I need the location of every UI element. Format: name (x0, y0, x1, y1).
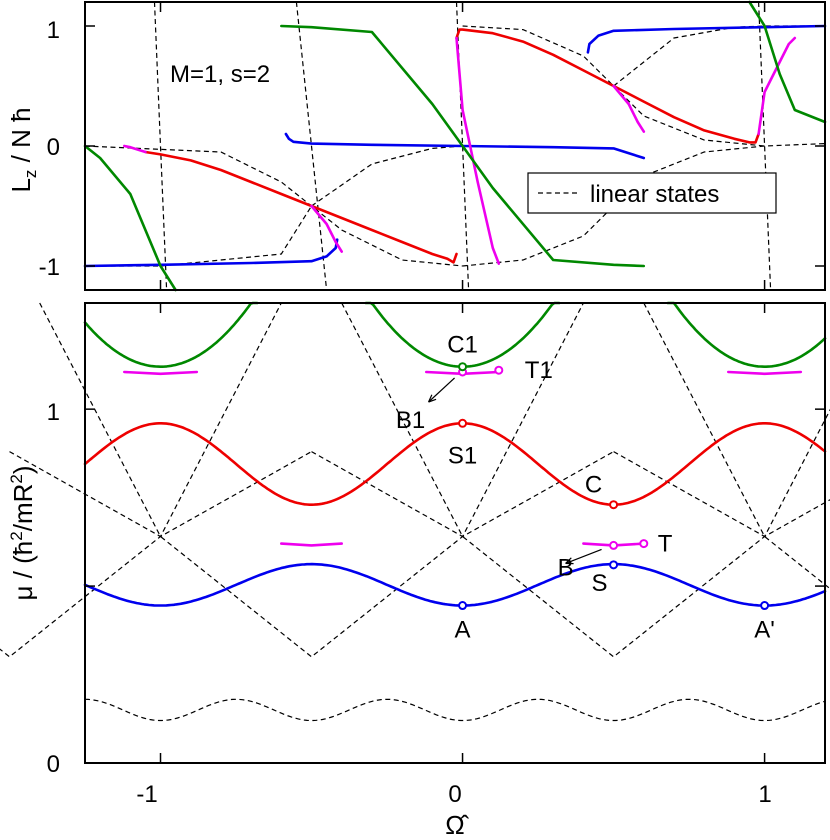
point-label-8: T1 (525, 357, 553, 384)
bottom-linear-state-w5 (311, 451, 614, 538)
top-series-2-segment-3 (612, 84, 646, 133)
top-ytick-label-0: 0 (47, 134, 60, 161)
top-series-2-segment-0 (123, 144, 147, 154)
point-marker-2 (609, 560, 619, 570)
point-label-1: A' (754, 617, 775, 644)
top-linear-state-9 (295, 1, 328, 291)
top-series-2-segment-1 (310, 204, 343, 253)
arrow-b-line (565, 548, 602, 564)
top-series-3-segment-0 (83, 144, 177, 292)
point-marker-6 (458, 418, 468, 428)
bottom-xtick-label-minus1: -1 (136, 781, 157, 808)
bottom-ticks-group (85, 303, 825, 764)
bottom-linear-states-group (0, 302, 830, 722)
bottom-series-green-2 (666, 301, 827, 368)
point-marker-9 (458, 362, 468, 372)
bottom-points-group: A A' SB T C S1 B1 T1 C1 (396, 332, 775, 644)
bottom-series-blue (83, 562, 827, 607)
point-marker-0 (458, 601, 468, 611)
bottom-series-magenta-upper-0 (123, 370, 199, 376)
bottom-ylabel: μ / (ħ2/mR2) (7, 465, 38, 600)
bottom-ylabel-post: ) (8, 465, 38, 474)
top-series-0-segment-1 (284, 132, 646, 160)
legend-label: linear states (590, 181, 719, 208)
bottom-ylabel-mid: /mR (8, 484, 38, 532)
top-parameter-annotation: M=1, s=2 (170, 61, 270, 88)
point-label-0: A (455, 617, 471, 644)
bottom-xtick-label-1: 1 (758, 781, 771, 808)
bottom-ytick-label-1: 1 (47, 399, 60, 426)
bottom-ytick-label-0: 0 (47, 751, 60, 778)
point-marker-8 (494, 365, 504, 375)
bottom-series-red (83, 422, 827, 506)
top-panel: M=1, s=2 linear states 1 0 -1 Lz / N ħ (6, 0, 827, 292)
top-ylabel-sub: z (21, 170, 40, 179)
point-label-6: S1 (448, 442, 477, 469)
point-label-7: B1 (396, 407, 425, 434)
top-series-3-segment-2 (748, 0, 827, 124)
point-label-3: B (558, 554, 574, 581)
top-ylabel-main: L (6, 178, 36, 192)
top-ylabel-rest: / N ħ (6, 107, 36, 169)
bottom-ylabel-pre: μ / (ħ (8, 541, 38, 601)
bottom-series-green-0 (83, 301, 259, 368)
point-marker-4 (639, 539, 649, 549)
point-label-2: S (592, 570, 608, 597)
top-linear-state-0 (84, 145, 463, 267)
bottom-linear-state-w4 (9, 451, 312, 538)
top-linear-state-7 (455, 1, 470, 291)
top-series-1-segment-1 (455, 28, 760, 144)
top-series-3-segment-1 (280, 24, 646, 268)
top-ylabel: Lz / N ħ (6, 107, 40, 192)
legend-box (527, 172, 777, 214)
bottom-ylabel-sup1: 2 (7, 531, 26, 540)
top-ytick-label-1: 1 (47, 17, 60, 44)
top-series-1-segment-0 (144, 150, 458, 264)
top-linear-state-5 (613, 25, 825, 87)
top-linear-state-8 (758, 1, 772, 291)
top-series-0-segment-0 (83, 238, 339, 268)
point-marker-3 (609, 540, 619, 550)
arrow-b1-line (428, 377, 455, 403)
bottom-xtick-label-0: 0 (448, 781, 461, 808)
arrow-b1-head (428, 394, 437, 403)
bottom-ylabel-sup2: 2 (7, 474, 26, 483)
top-series-0-segment-2 (586, 24, 827, 54)
bottom-series-magenta-upper-2 (727, 370, 803, 376)
bottom-series-magenta-lower-0 (280, 542, 343, 547)
point-marker-1 (760, 601, 770, 611)
bottom-axes-frame (84, 302, 826, 764)
point-label-4: T (658, 531, 673, 558)
top-linear-state-1 (311, 145, 463, 207)
top-curves-group (83, 0, 827, 292)
top-legend: linear states (527, 172, 777, 214)
top-ticks-group (85, 2, 825, 290)
point-marker-5 (609, 500, 619, 510)
top-series-2-segment-4 (757, 36, 797, 136)
bottom-linear-state-lowest (84, 698, 826, 722)
bottom-linear-state-w6 (613, 451, 830, 538)
arrow-b-head (565, 557, 574, 565)
point-label-5: C (585, 472, 602, 499)
bottom-curves-group (83, 301, 827, 607)
point-label-9: C1 (447, 332, 478, 359)
top-series-2-segment-2 (455, 36, 501, 265)
top-ytick-label-minus1: -1 (39, 254, 60, 281)
top-linear-state-3 (462, 25, 765, 147)
top-linear-state-6 (153, 1, 168, 291)
bottom-xlabel: Ω̂ (445, 810, 469, 840)
top-linear-state-2 (85, 205, 313, 267)
